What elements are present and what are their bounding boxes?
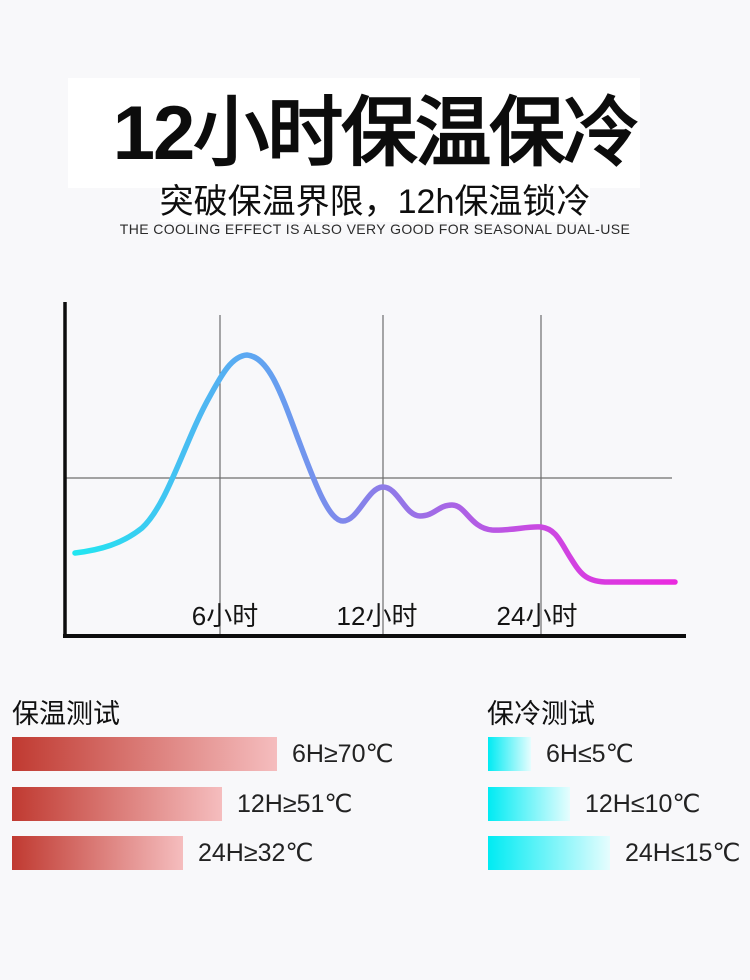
cold-bar-label-24h: 24H≤15℃ (625, 839, 741, 867)
hot-bar-label-6h: 6H≥70℃ (292, 740, 394, 768)
hot-test-heading: 保温测试 (12, 699, 120, 729)
hot-bar-label-12h: 12H≥51℃ (237, 790, 353, 818)
cold-bar-24h (488, 836, 610, 870)
cold-bar-6h (488, 737, 531, 771)
temperature-chart: 6小时 12小时 24小时 (0, 280, 750, 660)
hot-test-row-24h: 24H≥32℃ (12, 836, 313, 870)
hot-test-row-12h: 12H≥51℃ (12, 787, 352, 821)
cold-test-row-6h: 6H≤5℃ (488, 737, 634, 771)
cold-test-heading: 保冷测试 (487, 699, 595, 729)
cold-bar-label-12h: 12H≤10℃ (585, 790, 701, 818)
cold-test-row-12h: 12H≤10℃ (488, 787, 700, 821)
hot-bar-6h (12, 737, 277, 771)
subtitle-background-box (160, 184, 590, 222)
page-subtitle: 突破保温界限，12h保温锁冷 (159, 183, 591, 221)
x-tick-6h: 6小时 (191, 601, 259, 631)
hot-bar-label-24h: 24H≥32℃ (198, 839, 314, 867)
cold-test-row-24h: 24H≤15℃ (488, 836, 740, 870)
cold-bar-label-6h: 6H≤5℃ (546, 740, 634, 768)
page-title: 12小时保温保冷 (112, 91, 640, 176)
hot-bar-24h (12, 836, 183, 870)
temperature-curve (72, 352, 678, 585)
hot-bar-12h (12, 787, 222, 821)
temperature-chart-svg (63, 302, 686, 638)
x-tick-24h: 24小时 (496, 601, 578, 631)
title-background-box (68, 78, 640, 188)
cold-bar-12h (488, 787, 570, 821)
english-tagline: THE COOLING EFFECT IS ALSO VERY GOOD FOR… (119, 221, 631, 237)
x-tick-12h: 12小时 (336, 601, 418, 631)
hot-test-row-6h: 6H≥70℃ (12, 737, 394, 771)
